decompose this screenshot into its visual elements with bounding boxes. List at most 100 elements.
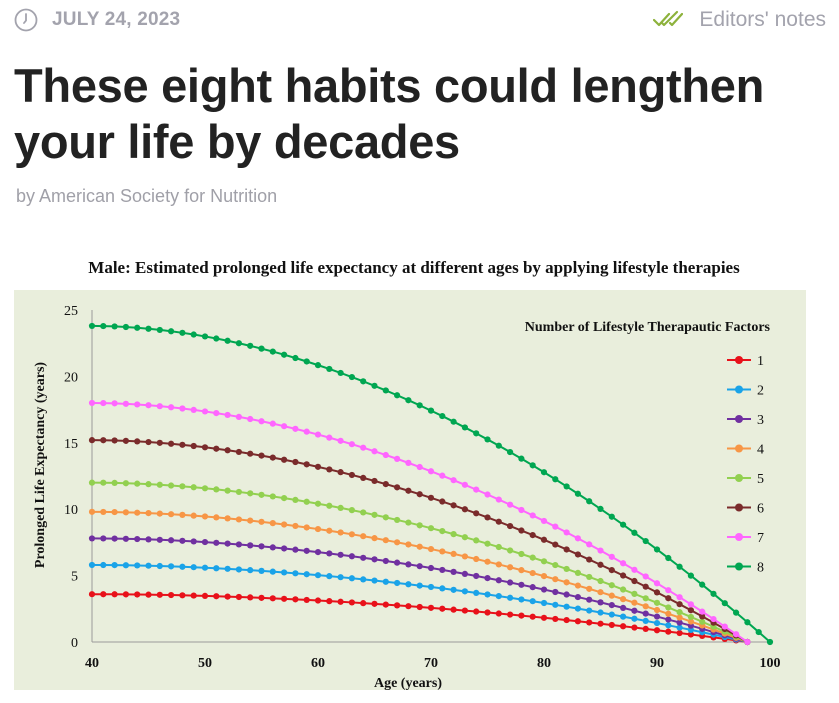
data-point — [620, 586, 627, 593]
editors-notes-link[interactable]: Editors' notes — [653, 8, 826, 32]
legend-item-6: 6 — [727, 502, 764, 517]
data-point — [552, 576, 559, 583]
data-point — [235, 488, 242, 496]
data-point — [394, 484, 401, 491]
data-point — [473, 608, 480, 615]
data-point — [145, 591, 152, 598]
data-point — [111, 323, 118, 330]
data-point — [292, 458, 299, 466]
y-tick-label: 5 — [71, 570, 78, 585]
data-point — [394, 455, 401, 462]
data-point — [597, 620, 604, 627]
data-point — [563, 616, 570, 624]
data-point — [360, 474, 367, 481]
data-point — [360, 554, 367, 561]
data-point — [642, 610, 649, 617]
data-point — [303, 547, 310, 554]
data-point — [484, 558, 491, 565]
data-point — [292, 596, 299, 603]
legend-swatch-marker — [735, 562, 743, 571]
data-point — [620, 572, 627, 579]
data-point — [201, 513, 209, 520]
data-point — [382, 387, 389, 394]
data-point — [224, 540, 231, 547]
data-point — [179, 441, 186, 448]
data-point — [213, 514, 220, 521]
data-point — [224, 447, 231, 454]
data-point — [473, 486, 480, 493]
data-point — [540, 599, 548, 607]
data-point — [213, 335, 220, 342]
data-point — [292, 354, 299, 362]
data-point — [699, 581, 706, 588]
data-point — [484, 540, 491, 547]
data-point — [620, 623, 627, 630]
data-point — [179, 592, 186, 599]
data-point — [100, 399, 107, 407]
data-point — [574, 605, 582, 612]
data-point — [247, 490, 254, 497]
editors-notes-label[interactable]: Editors' notes — [699, 8, 826, 31]
data-point — [439, 498, 446, 505]
data-point — [326, 466, 333, 473]
data-point — [100, 561, 107, 569]
data-point — [687, 631, 695, 638]
data-point — [337, 598, 344, 605]
legend-label: 8 — [757, 561, 764, 576]
data-point — [100, 322, 107, 330]
data-point — [507, 501, 514, 508]
data-point — [563, 483, 570, 490]
data-point — [461, 607, 468, 614]
data-point — [450, 477, 457, 484]
data-point — [168, 482, 175, 489]
data-point — [348, 531, 355, 538]
data-point — [337, 529, 344, 536]
data-point — [145, 481, 152, 488]
data-point — [247, 594, 254, 601]
x-axis-title: Age (years) — [374, 676, 442, 691]
data-point — [461, 553, 468, 560]
data-point — [371, 511, 378, 518]
data-point — [281, 545, 288, 552]
data-point — [382, 451, 389, 459]
data-point — [427, 407, 435, 414]
data-point — [450, 418, 457, 425]
data-point — [518, 612, 525, 619]
data-point — [122, 591, 129, 598]
data-point — [586, 556, 593, 563]
data-point — [382, 537, 389, 544]
data-point — [111, 562, 118, 569]
data-point — [631, 624, 638, 631]
data-point — [100, 437, 107, 444]
data-point — [269, 520, 276, 527]
legend-label: 1 — [757, 354, 764, 369]
series-4 — [88, 508, 751, 646]
y-tick-label: 20 — [64, 370, 78, 385]
data-point — [473, 572, 480, 580]
data-point — [507, 448, 514, 456]
data-point — [168, 537, 175, 544]
data-point — [597, 609, 604, 616]
data-point — [529, 554, 536, 561]
data-point — [258, 594, 265, 601]
data-point — [608, 513, 615, 520]
article-title: These eight habits could lengthen your l… — [14, 59, 764, 168]
data-point — [269, 420, 276, 427]
data-point — [201, 485, 209, 492]
data-point — [676, 601, 683, 608]
data-point — [371, 535, 378, 542]
data-point — [687, 613, 695, 621]
data-point — [371, 477, 378, 485]
data-point — [179, 563, 186, 570]
data-point — [303, 428, 310, 435]
data-point — [134, 509, 141, 516]
data-point — [326, 502, 333, 509]
data-point — [405, 581, 412, 588]
data-point — [258, 567, 265, 574]
data-point — [371, 382, 378, 389]
data-point — [608, 566, 615, 574]
data-point — [529, 462, 536, 469]
data-point — [405, 541, 412, 548]
data-point — [642, 595, 649, 602]
data-point — [450, 586, 457, 593]
